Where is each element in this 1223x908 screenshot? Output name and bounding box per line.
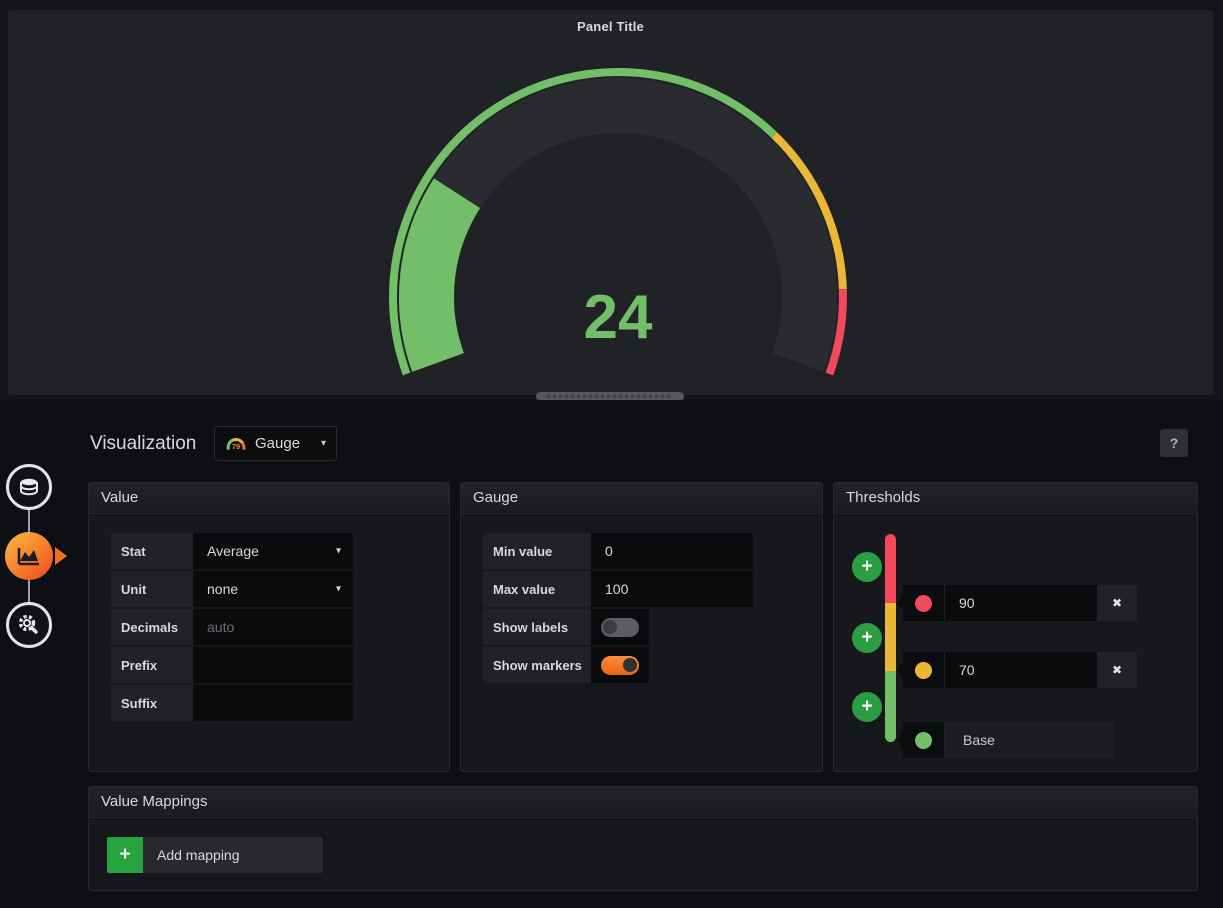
section-thresholds-title: Thresholds <box>834 483 1197 514</box>
threshold-value-input[interactable] <box>945 594 1097 612</box>
suffix-label: Suffix <box>111 685 193 721</box>
base-threshold-label: Base <box>945 722 1114 758</box>
resize-handle-dots <box>547 395 673 398</box>
show-markers-toggle[interactable] <box>591 647 649 683</box>
close-icon: ✖ <box>1111 663 1123 677</box>
gauge-panel: Panel Title 24 <box>8 10 1213 395</box>
threshold-row-90: ✖ <box>896 585 1137 621</box>
panel-resize-handle[interactable] <box>536 392 684 401</box>
mini-gauge-value: 79 <box>232 442 240 451</box>
sidebar-item-general[interactable] <box>6 602 52 648</box>
chevron-down-icon: ▾ <box>335 583 341 595</box>
gauge-chart: 24 <box>389 68 847 376</box>
prefix-row: Prefix <box>111 647 353 683</box>
add-mapping-label: Add mapping <box>143 837 323 873</box>
editor-title: Visualization <box>90 433 197 454</box>
sidebar-item-queries[interactable] <box>6 464 52 510</box>
threshold-bar-yellow <box>885 603 896 671</box>
show-markers-row: Show markers <box>483 647 753 683</box>
gear-icon <box>18 614 38 634</box>
add-threshold-button[interactable]: + <box>852 552 882 582</box>
threshold-bar-green <box>885 671 896 742</box>
close-icon: ✖ <box>1111 596 1123 610</box>
remove-threshold-button[interactable]: ✖ <box>1097 585 1137 621</box>
threshold-color-swatch[interactable] <box>903 722 945 758</box>
stat-select[interactable]: Average ▾ <box>193 533 353 569</box>
section-value: Value Stat Average ▾ Unit none ▾ Decimal… <box>88 482 450 772</box>
section-thresholds: Thresholds + + + ✖ ✖ Base <box>833 482 1198 772</box>
section-mappings-title: Value Mappings <box>89 787 1197 818</box>
add-mapping-button[interactable]: + Add mapping <box>107 837 323 873</box>
threshold-color-swatch[interactable] <box>903 585 945 621</box>
threshold-bar-red <box>885 534 896 603</box>
show-labels-row: Show labels <box>483 609 753 645</box>
section-gauge-title: Gauge <box>461 483 822 514</box>
unit-select[interactable]: none ▾ <box>193 571 353 607</box>
threshold-dot <box>915 661 932 679</box>
decimals-input[interactable] <box>193 609 353 645</box>
add-threshold-button[interactable]: + <box>852 692 882 722</box>
max-value-input[interactable] <box>591 571 753 607</box>
prefix-label: Prefix <box>111 647 193 683</box>
gauge-visualization: 24 <box>383 60 853 382</box>
decimals-label: Decimals <box>111 609 193 645</box>
prefix-input[interactable] <box>193 647 353 683</box>
threshold-dot <box>915 594 932 612</box>
threshold-dot <box>915 731 932 749</box>
help-button[interactable]: ? <box>1160 429 1188 457</box>
show-markers-label: Show markers <box>483 647 591 683</box>
section-value-title: Value <box>89 483 449 514</box>
suffix-input[interactable] <box>193 685 353 721</box>
min-value-row: Min value <box>483 533 753 569</box>
threshold-color-bar <box>885 534 896 742</box>
threshold-row-70: ✖ <box>896 652 1137 688</box>
database-icon <box>20 478 38 496</box>
toggle-knob <box>603 620 617 634</box>
remove-threshold-button[interactable]: ✖ <box>1097 652 1137 688</box>
mini-gauge-icon: 79 <box>226 437 246 451</box>
show-labels-toggle[interactable] <box>591 609 649 645</box>
threshold-color-swatch[interactable] <box>903 652 945 688</box>
toggle-knob <box>623 658 637 672</box>
active-tab-pointer <box>55 547 67 565</box>
threshold-value-input[interactable] <box>945 661 1097 679</box>
stat-label: Stat <box>111 533 193 569</box>
threshold-row-base: Base <box>896 722 1114 758</box>
section-gauge: Gauge Min value Max value Show labels Sh… <box>460 482 823 772</box>
gauge-value: 24 <box>584 283 653 352</box>
visualization-picker[interactable]: 79 Gauge ▾ <box>214 426 337 461</box>
suffix-row: Suffix <box>111 685 353 721</box>
chart-icon <box>17 548 39 566</box>
show-labels-label: Show labels <box>483 609 591 645</box>
unit-row: Unit none ▾ <box>111 571 353 607</box>
add-threshold-button[interactable]: + <box>852 623 882 653</box>
section-value-mappings: Value Mappings + Add mapping <box>88 786 1198 891</box>
max-value-label: Max value <box>483 571 591 607</box>
min-value-input[interactable] <box>591 533 753 569</box>
max-value-row: Max value <box>483 571 753 607</box>
decimals-row: Decimals <box>111 609 353 645</box>
sidebar-item-visualization[interactable] <box>5 532 67 580</box>
stat-row: Stat Average ▾ <box>111 533 353 569</box>
chevron-down-icon: ▾ <box>320 438 326 449</box>
unit-label: Unit <box>111 571 193 607</box>
plus-icon: + <box>107 837 143 873</box>
min-value-label: Min value <box>483 533 591 569</box>
chevron-down-icon: ▾ <box>335 545 341 557</box>
viz-picker-label: Gauge <box>255 435 301 452</box>
panel-title[interactable]: Panel Title <box>577 19 644 34</box>
